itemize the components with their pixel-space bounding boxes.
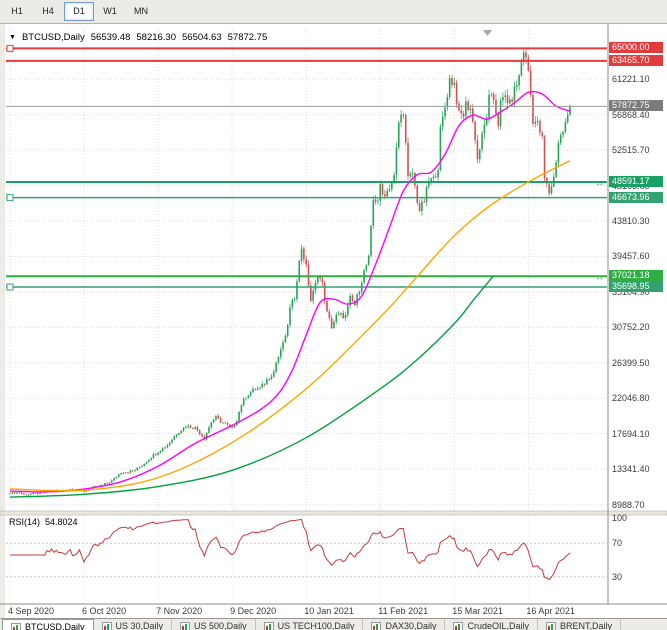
chart-window[interactable]: ↔ ↔ ▼ BTCUSD,Daily 56539.48 58216.30 5650… — [0, 24, 667, 618]
price-tick: 61221.10 — [612, 74, 650, 85]
pane-divider[interactable] — [0, 510, 667, 516]
chart-tab-dax30[interactable]: DAX30,Daily — [363, 619, 446, 630]
price-tick: 13341.40 — [612, 464, 650, 475]
price-tick: 52515.70 — [612, 145, 650, 156]
tab-label: US 30,Daily — [115, 621, 164, 630]
level-price-tag: 35698.95 — [609, 281, 663, 293]
level-lines[interactable]: ↔↔ — [6, 44, 607, 291]
chart-tab-us-30[interactable]: US 30,Daily — [94, 619, 173, 630]
chart-tab-btcusd[interactable]: BTCUSD,Daily — [2, 619, 94, 630]
price-tick: 43810.30 — [612, 215, 650, 226]
tab-label: BTCUSD,Daily — [25, 622, 85, 630]
price-tick: 56868.40 — [612, 109, 650, 120]
time-tick: 16 Apr 2021 — [526, 606, 575, 616]
timeframe-button-mn[interactable]: MN — [134, 6, 148, 16]
chart-marker-icon: ▼ — [9, 34, 16, 41]
time-tick: 11 Feb 2021 — [378, 606, 429, 616]
tab-chart-icon — [180, 621, 191, 630]
chart-symbol: BTCUSD,Daily — [21, 32, 85, 43]
price-tick: 26399.50 — [612, 357, 650, 368]
ohlc-close: 57872.75 — [227, 32, 268, 43]
ohlc-open: 56539.48 — [90, 32, 131, 43]
price-tick: 8988.70 — [612, 499, 645, 510]
tab-chart-icon — [371, 621, 382, 630]
chart-tab-us-tech100[interactable]: US TECH100,Daily — [256, 619, 364, 630]
level-price-tag: 63465.70 — [609, 54, 663, 66]
timeframe-button-h1[interactable]: H1 — [11, 6, 23, 16]
rsi-indicator-label: RSI(14) 54.8024 — [9, 517, 78, 527]
tab-chart-icon — [263, 621, 274, 630]
time-tick: 4 Sep 2020 — [8, 606, 55, 616]
rsi-tick: 30 — [612, 571, 623, 582]
tab-chart-icon — [11, 622, 21, 630]
grid — [6, 28, 607, 602]
level-price-tag: 48591.17 — [609, 176, 663, 187]
price-tick: 17694.10 — [612, 428, 650, 439]
timeframe-button-w1[interactable]: W1 — [103, 6, 117, 16]
level-price-tag: 65000.00 — [609, 42, 663, 54]
chart-canvas[interactable]: ↔↔ — [0, 24, 667, 618]
tab-label: BRENT,Daily — [560, 621, 613, 630]
level-price-tag: 46673.96 — [609, 191, 663, 203]
chart-title: ▼ BTCUSD,Daily 56539.48 58216.30 56504.6… — [9, 32, 267, 44]
time-tick: 10 Jan 2021 — [304, 606, 354, 616]
price-tick: 30752.20 — [612, 322, 650, 333]
tab-chart-icon — [101, 621, 112, 630]
tab-label: US 500,Daily — [194, 621, 247, 630]
price-tick: 39457.60 — [612, 251, 650, 262]
rsi-value: 54.8024 — [45, 517, 78, 527]
scroll-marker-icon[interactable] — [483, 30, 492, 36]
rsi-tick: 70 — [612, 538, 623, 549]
tab-label: CrudeOIL,Daily — [467, 621, 530, 630]
tab-label: DAX30,Daily — [385, 621, 437, 630]
time-tick: 15 Mar 2021 — [452, 606, 503, 616]
timeframe-button-d1[interactable]: D1 — [64, 2, 94, 21]
ma-fast — [9, 90, 571, 493]
line-handle-icon — [6, 283, 14, 291]
tab-chart-icon — [453, 621, 464, 630]
current-price-tag: 57872.75 — [609, 100, 663, 112]
ohlc-high: 58216.30 — [136, 32, 176, 43]
rsi-line — [10, 518, 571, 581]
level-price-tag: 37021.18 — [609, 270, 663, 282]
tab-chart-icon — [546, 621, 557, 630]
chart-tab-brent[interactable]: BRENT,Daily — [538, 619, 622, 630]
ohlc-low: 56504.63 — [182, 32, 222, 43]
chart-tab-us-500[interactable]: US 500,Daily — [172, 619, 256, 630]
chart-tabs-bar: BTCUSD,Daily US 30,Daily US 500,Daily US TE… — [0, 618, 667, 630]
price-tick: 22046.80 — [612, 393, 650, 404]
line-handle-icon — [6, 194, 14, 202]
timeframe-button-h4[interactable]: H4 — [42, 6, 54, 16]
time-tick: 6 Oct 2020 — [82, 606, 127, 616]
ma-mid — [9, 160, 571, 492]
chart-tab-crudeoil[interactable]: CrudeOIL,Daily — [445, 619, 539, 630]
timeframe-toolbar: H1 H4 D1 W1 MN — [0, 0, 667, 24]
line-handle-icon — [6, 44, 14, 52]
ma-slow — [9, 275, 495, 498]
rsi-tick: 100 — [612, 513, 628, 523]
time-tick: 9 Dec 2020 — [230, 606, 277, 616]
tab-label: US TECH100,Daily — [277, 621, 355, 630]
line-arrow-icon: ↔ — [595, 178, 604, 188]
line-arrow-icon: ↔ — [595, 272, 604, 282]
time-tick: 7 Nov 2020 — [156, 606, 203, 616]
rsi-name: RSI(14) — [9, 517, 41, 527]
